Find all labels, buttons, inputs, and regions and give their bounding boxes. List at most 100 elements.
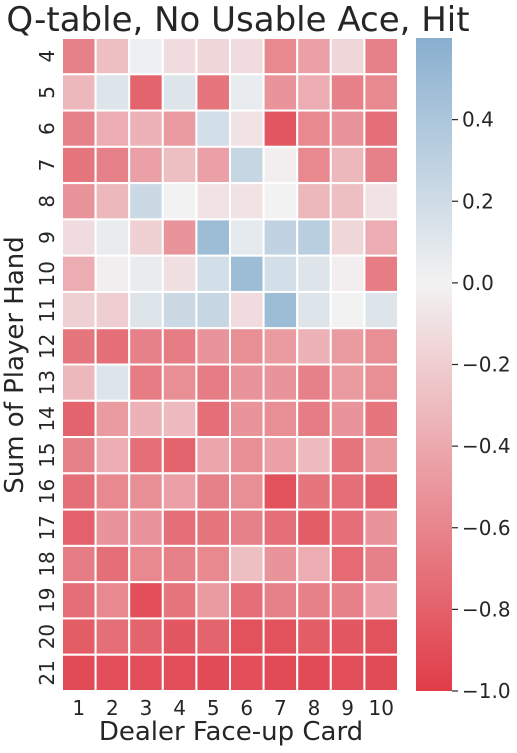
heatmap-cell <box>296 290 332 330</box>
heatmap-cell <box>195 182 231 221</box>
heatmap-cell <box>262 327 299 366</box>
heatmap-cell <box>296 544 332 584</box>
heatmap-cell <box>229 399 265 439</box>
heatmap-cell <box>195 581 231 620</box>
heatmap-cell <box>61 145 97 185</box>
heatmap-cell <box>329 508 366 547</box>
heatmap-cell <box>128 182 164 221</box>
heatmap-cell <box>61 508 97 547</box>
heatmap-cell <box>94 73 131 112</box>
heatmap-cell <box>94 617 131 656</box>
heatmap-cell <box>363 581 399 620</box>
heatmap-cell <box>229 182 265 221</box>
heatmap-cell <box>195 254 231 293</box>
colorbar-tick-label: 0.0 <box>462 271 494 295</box>
heatmap-cell <box>296 363 332 402</box>
heatmap-cell <box>363 37 399 76</box>
colorbar-ticks: −1.0 −0.8 −0.6 −0.4 −0.2 0.0 0.2 0.4 <box>452 108 511 703</box>
y-tick-label: 4 <box>35 50 59 63</box>
heatmap-cell <box>229 363 265 402</box>
y-tick-label: 14 <box>35 406 59 431</box>
heatmap-cell <box>195 544 231 584</box>
heatmap-cell <box>229 544 265 584</box>
heatmap-cell <box>296 145 332 185</box>
heatmap-cell <box>363 327 399 366</box>
heatmap-cell <box>61 399 97 439</box>
heatmap-cell <box>329 327 366 366</box>
colorbar <box>416 38 452 691</box>
heatmap-cell <box>61 436 97 475</box>
heatmap-cell <box>262 617 299 656</box>
heatmap-cell <box>128 508 164 547</box>
heatmap-cell <box>262 544 299 584</box>
heatmap-cell <box>61 109 97 148</box>
heatmap-cell <box>94 218 131 257</box>
heatmap-cell <box>262 73 299 112</box>
heatmap-cell <box>128 218 164 257</box>
heatmap-cell <box>161 73 198 112</box>
x-tick-label: 3 <box>140 696 153 720</box>
heatmap-cell <box>61 653 97 693</box>
chart-title: Q-table, No Usable Ace, Hit <box>6 0 469 40</box>
heatmap-cell <box>61 73 97 112</box>
heatmap-cell <box>229 254 265 293</box>
heatmap-cell <box>61 218 97 257</box>
heatmap-cell <box>229 617 265 656</box>
y-tick-label: 6 <box>35 122 59 135</box>
heatmap-cell <box>161 327 198 366</box>
heatmap-cell <box>329 399 366 439</box>
heatmap-cell <box>329 182 366 221</box>
heatmap-cell <box>161 436 198 475</box>
heatmap-cell <box>61 363 97 402</box>
heatmap-cell <box>262 254 299 293</box>
heatmap-cell <box>61 327 97 366</box>
heatmap-cell <box>128 544 164 584</box>
heatmap-cell <box>296 399 332 439</box>
x-tick-label: 2 <box>106 696 119 720</box>
heatmap-cell <box>262 363 299 402</box>
heatmap-cell <box>195 37 231 76</box>
heatmap-cell <box>195 327 231 366</box>
heatmap-cell <box>161 363 198 402</box>
colorbar-tick-label: −0.4 <box>462 434 511 458</box>
heatmap-cell <box>94 37 131 76</box>
y-tick-label: 9 <box>35 231 59 244</box>
heatmap-cell <box>229 145 265 185</box>
heatmap-cell <box>262 508 299 547</box>
heatmap-cell <box>61 617 97 656</box>
x-tick-label: 8 <box>308 696 321 720</box>
heatmap-cell <box>161 182 198 221</box>
heatmap-cell <box>161 472 198 511</box>
heatmap-cell <box>329 145 366 185</box>
heatmap-cell <box>94 182 131 221</box>
heatmap-cell <box>161 653 198 693</box>
heatmap-cell <box>329 653 366 693</box>
heatmap-cell <box>61 37 97 76</box>
heatmap-cell <box>296 617 332 656</box>
heatmap-cell <box>229 581 265 620</box>
y-tick-label: 8 <box>35 195 59 208</box>
heatmap-cell <box>329 544 366 584</box>
heatmap-cell <box>262 399 299 439</box>
colorbar-tick-label: 0.2 <box>462 189 494 213</box>
heatmap-cell <box>363 472 399 511</box>
heatmap-cell <box>94 254 131 293</box>
heatmap-cell <box>128 436 164 475</box>
heatmap-cell <box>296 436 332 475</box>
heatmap-cell <box>262 218 299 257</box>
heatmap-cell <box>94 544 131 584</box>
heatmap-cell <box>229 37 265 76</box>
heatmap-cell <box>329 581 366 620</box>
heatmap-cell <box>61 254 97 293</box>
heatmap-cell <box>262 109 299 148</box>
heatmap-cell <box>61 581 97 620</box>
heatmap-cell <box>94 109 131 148</box>
heatmap-cell <box>161 581 198 620</box>
x-tick-label: 5 <box>207 696 220 720</box>
y-tick-label: 18 <box>35 551 59 576</box>
heatmap-cell <box>61 290 97 330</box>
heatmap-cell <box>128 73 164 112</box>
heatmap-cell <box>296 254 332 293</box>
heatmap-cell <box>296 472 332 511</box>
heatmap-cell <box>296 581 332 620</box>
